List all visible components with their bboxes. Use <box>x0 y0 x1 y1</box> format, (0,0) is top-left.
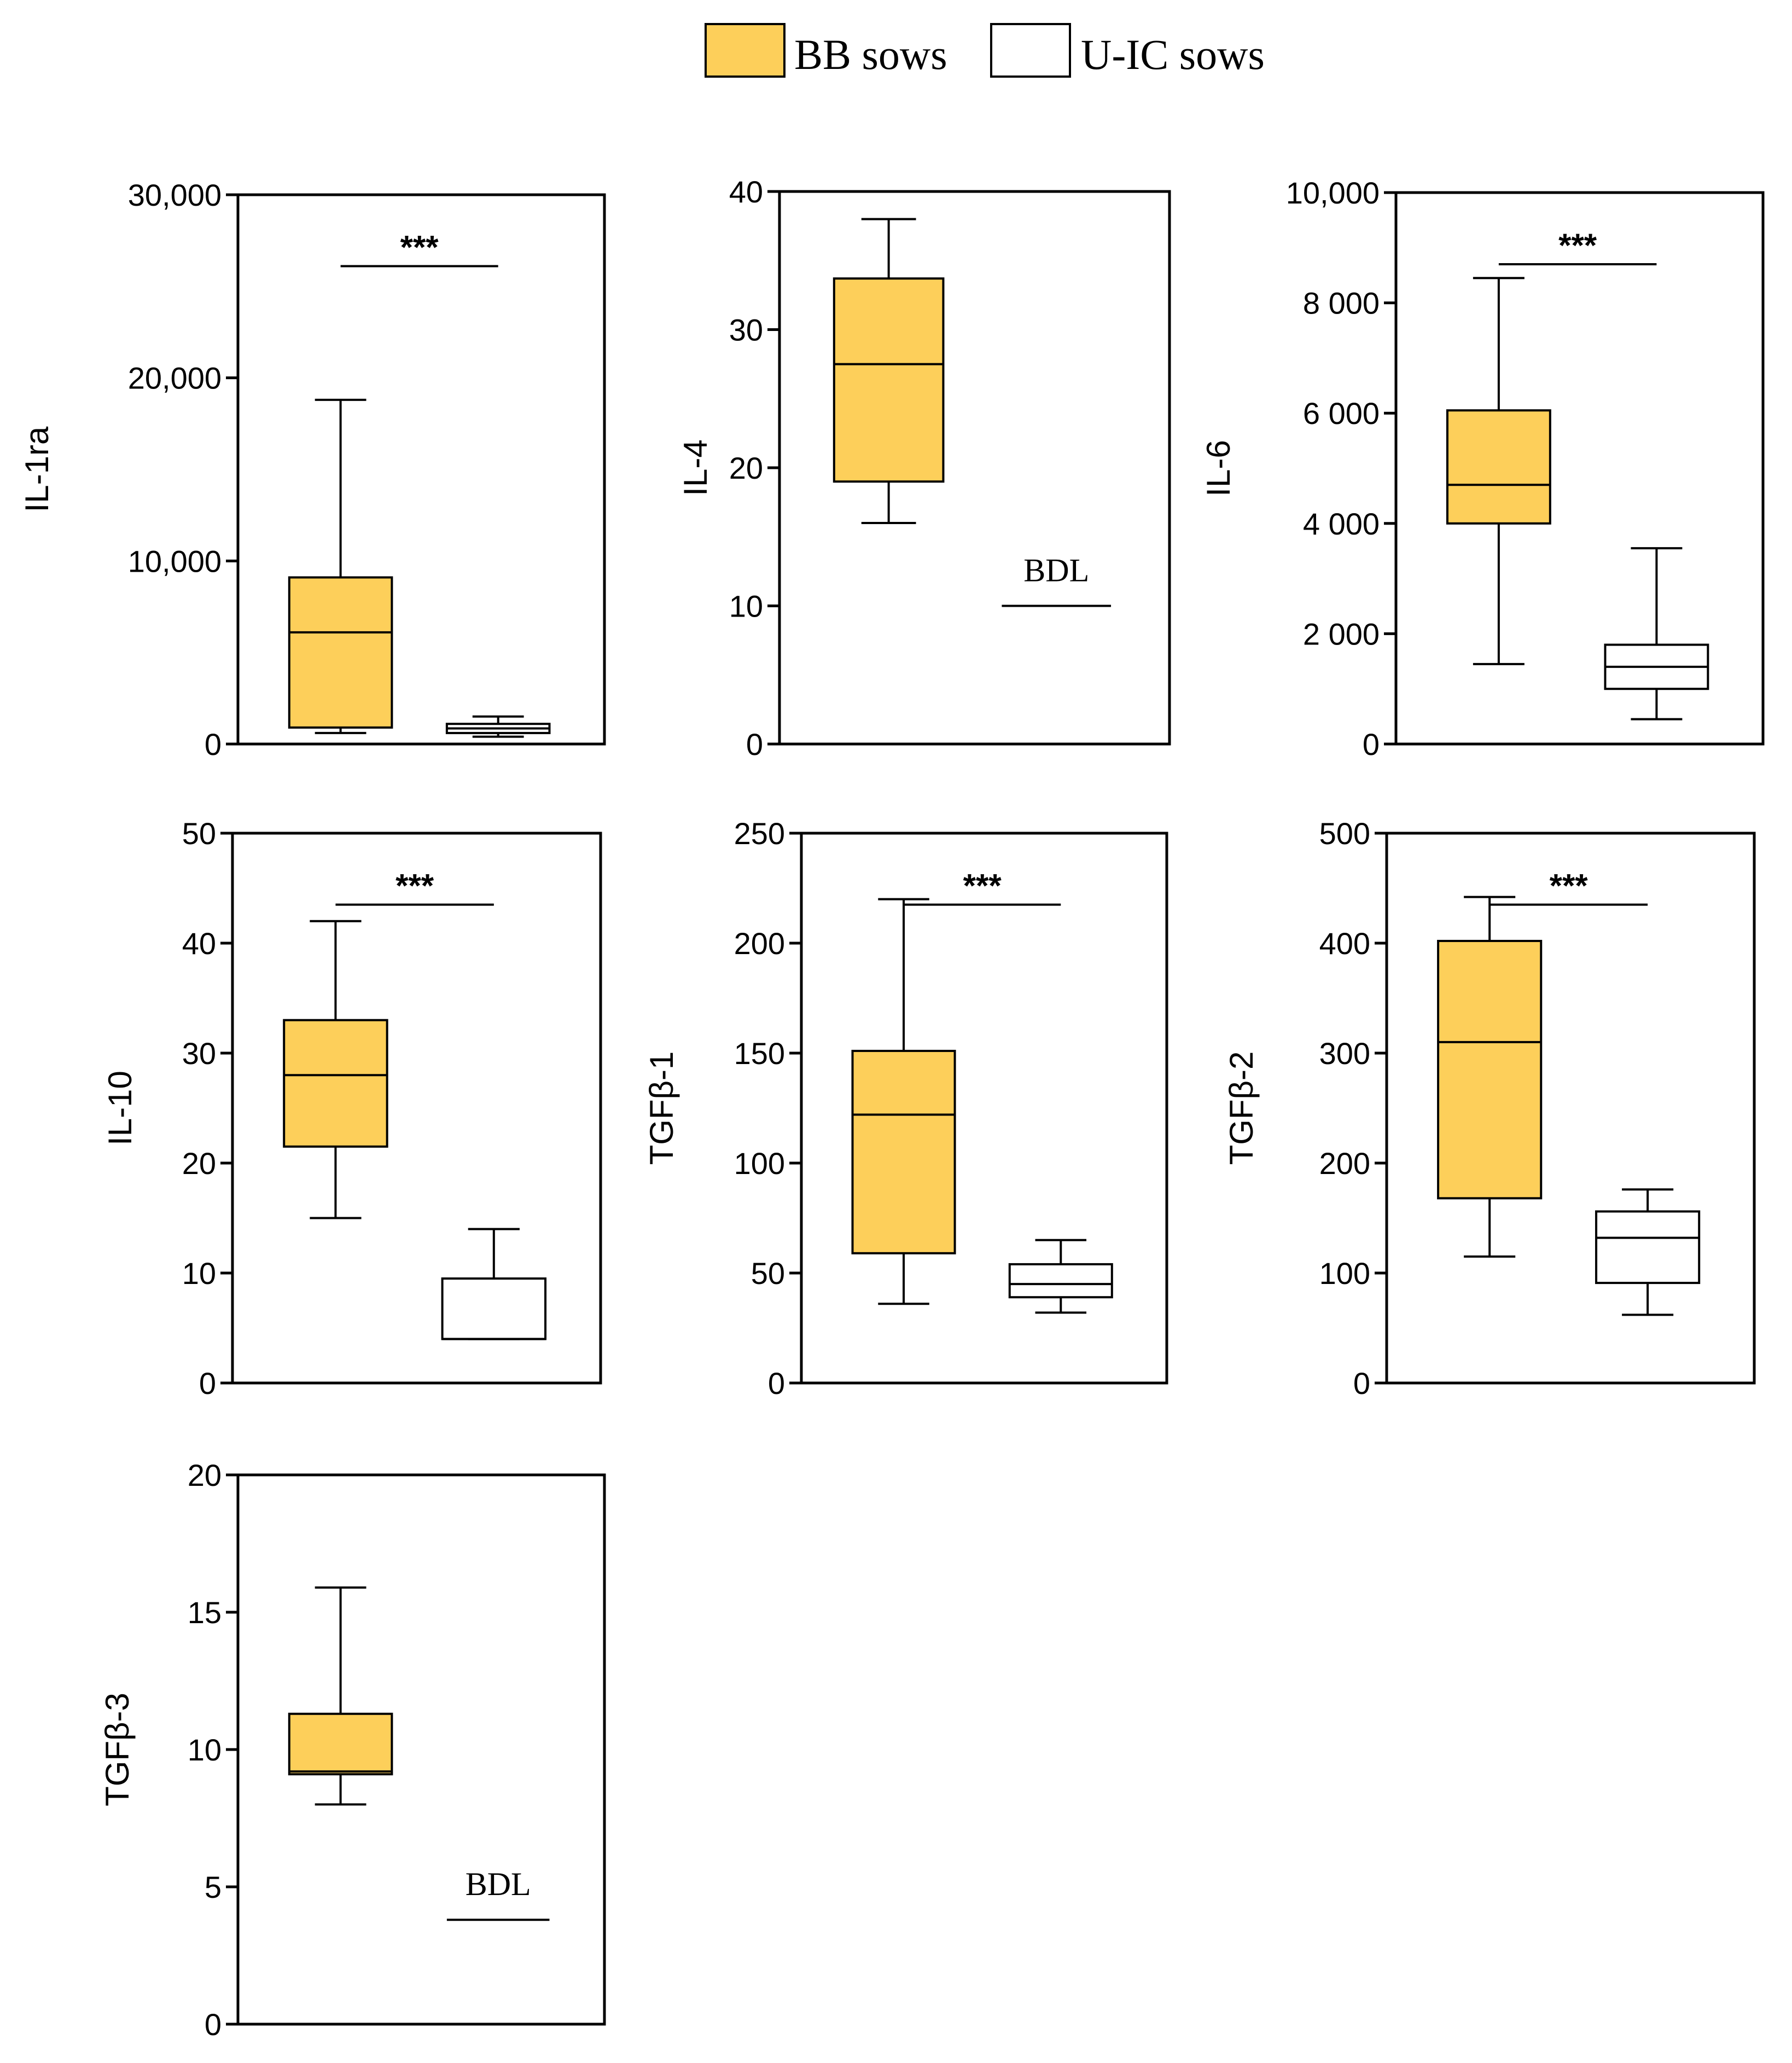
y-tick-label: 10 <box>188 1733 222 1767</box>
iqr-box <box>288 576 393 729</box>
y-tick-label: 30 <box>729 313 763 347</box>
chart-panel-6: 0 100 200 300 400 500 TGFβ-2 *** <box>1223 816 1756 1400</box>
chart-panel-5: 0 50 100 150 200 250 TGFβ-1 *** <box>643 816 1168 1400</box>
y-tick-label: 200 <box>734 926 785 961</box>
iqr-box <box>833 277 945 483</box>
bb-sows-box <box>288 398 393 734</box>
plot-frame <box>236 193 606 746</box>
iqr-box <box>1008 1263 1113 1299</box>
chart-panel-3: 0 2 000 4 000 6 000 8 000 10,000 IL-6 *** <box>1200 176 1765 762</box>
chart-panel-1: 0 10,000 20,000 30,000 IL-1ra *** <box>19 178 606 762</box>
bb-sows-box <box>288 1586 393 1806</box>
y-tick-label: 0 <box>746 727 763 762</box>
y-tick-label: 20 <box>188 1458 222 1492</box>
y-tick-label: 20 <box>182 1146 216 1181</box>
y-tick-label: 50 <box>182 816 216 851</box>
y-tick-label: 300 <box>1319 1036 1370 1071</box>
iqr-box <box>1437 939 1543 1200</box>
y-tick-label: 40 <box>729 175 763 209</box>
y-axis-label: IL-6 <box>1200 440 1237 496</box>
y-tick-label: 2 000 <box>1303 617 1380 651</box>
chart-panel-4: 0 10 20 30 40 50 IL-10 *** <box>102 816 602 1400</box>
legend-label-uic: U-IC sows <box>1081 31 1265 78</box>
y-axis-label: IL-4 <box>677 439 714 496</box>
iqr-box <box>1595 1210 1701 1285</box>
y-axis-label: TGFβ-2 <box>1223 1051 1260 1165</box>
y-tick-label: 10 <box>729 589 763 624</box>
chart-panel-2: 0 10 20 30 40 IL-4 BDL <box>677 175 1171 762</box>
bdl-label: BDL <box>466 1866 531 1902</box>
y-tick-label: 150 <box>734 1036 785 1071</box>
legend-swatch-uic <box>990 23 1071 78</box>
uic-sows-box <box>1008 1239 1113 1314</box>
iqr-box <box>441 1277 547 1340</box>
y-tick-label: 6 000 <box>1303 396 1380 431</box>
uic-sows-box <box>1595 1188 1701 1316</box>
y-tick-label: 200 <box>1319 1146 1370 1181</box>
y-tick-label: 5 <box>205 1870 222 1904</box>
iqr-box <box>283 1019 388 1148</box>
y-tick-label: 250 <box>734 816 785 851</box>
y-tick-label: 100 <box>1319 1256 1370 1291</box>
y-tick-label: 20,000 <box>128 361 222 396</box>
significance-label: *** <box>395 868 434 904</box>
y-tick-label: 8 000 <box>1303 286 1380 321</box>
significance-label: *** <box>963 868 1002 904</box>
y-tick-label: 10 <box>182 1256 216 1291</box>
y-tick-label: 10,000 <box>128 544 222 578</box>
legend: BB sows U-IC sows <box>705 23 1265 78</box>
iqr-box <box>1446 409 1551 525</box>
y-tick-label: 30,000 <box>128 178 222 212</box>
plot-frame <box>800 832 1168 1385</box>
bb-sows-box <box>833 218 945 524</box>
y-tick-label: 0 <box>199 1366 216 1400</box>
y-tick-label: 0 <box>205 2007 222 2042</box>
uic-sows-box <box>1604 547 1709 720</box>
y-axis-label: TGFβ-3 <box>99 1693 136 1806</box>
y-tick-label: 4 000 <box>1303 507 1380 541</box>
iqr-box <box>288 1712 393 1776</box>
chart-panels: 0 10,000 20,000 30,000 IL-1ra *** 0 10 20 30 40 IL-… <box>19 175 1765 2042</box>
uic-sows-box <box>441 1228 547 1340</box>
y-tick-label: 400 <box>1319 926 1370 961</box>
significance-label: *** <box>1550 868 1589 904</box>
y-tick-label: 15 <box>188 1595 222 1630</box>
bb-sows-box <box>1446 277 1551 665</box>
bb-sows-box <box>1437 896 1543 1258</box>
legend-label-bb: BB sows <box>794 31 947 78</box>
plot-frame <box>231 832 602 1385</box>
y-tick-label: 0 <box>205 727 222 762</box>
y-axis-label: IL-10 <box>102 1071 138 1146</box>
uic-sows-box: BDL <box>1002 553 1112 607</box>
y-tick-label: 30 <box>182 1036 216 1071</box>
y-tick-label: 40 <box>182 926 216 961</box>
plot-frame <box>1385 832 1756 1385</box>
y-tick-label: 10,000 <box>1286 176 1380 210</box>
iqr-box <box>851 1049 956 1254</box>
y-tick-label: 100 <box>734 1146 785 1181</box>
bb-sows-box <box>283 920 388 1219</box>
chart-panel-7: 0 5 10 15 20 TGFβ-3 BDL <box>99 1458 606 2042</box>
y-tick-label: 20 <box>729 451 763 485</box>
y-tick-label: 0 <box>768 1366 785 1400</box>
uic-sows-box: BDL <box>446 1866 550 1921</box>
y-tick-label: 50 <box>751 1256 785 1291</box>
significance-label: *** <box>400 229 439 266</box>
y-tick-label: 500 <box>1319 816 1370 851</box>
y-tick-label: 0 <box>1353 1366 1370 1400</box>
y-tick-label: 0 <box>1363 727 1380 762</box>
uic-sows-box <box>445 715 551 738</box>
legend-swatch-bb <box>705 23 786 78</box>
significance-label: *** <box>1558 227 1597 264</box>
bb-sows-box <box>851 898 956 1305</box>
y-axis-label: TGFβ-1 <box>643 1051 680 1165</box>
plot-frame <box>1394 191 1765 746</box>
y-axis-label: IL-1ra <box>19 426 55 512</box>
bdl-label: BDL <box>1023 553 1089 589</box>
